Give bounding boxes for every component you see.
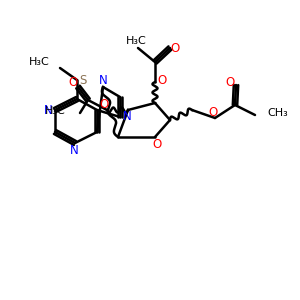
Text: CH₃: CH₃ [267, 108, 288, 118]
Text: H₃C: H₃C [45, 106, 66, 116]
Text: N: N [123, 110, 131, 124]
Text: N: N [70, 143, 78, 157]
Text: O: O [208, 106, 217, 118]
Text: O: O [158, 74, 166, 86]
Text: H₃C: H₃C [29, 57, 50, 67]
Text: H₃C: H₃C [126, 36, 146, 46]
Text: N: N [44, 103, 52, 116]
Text: O: O [152, 137, 162, 151]
Text: N: N [99, 74, 107, 86]
Text: O: O [170, 41, 180, 55]
Text: O: O [68, 76, 78, 89]
Text: S: S [79, 74, 87, 86]
Text: O: O [99, 98, 109, 112]
Text: O: O [225, 76, 235, 88]
